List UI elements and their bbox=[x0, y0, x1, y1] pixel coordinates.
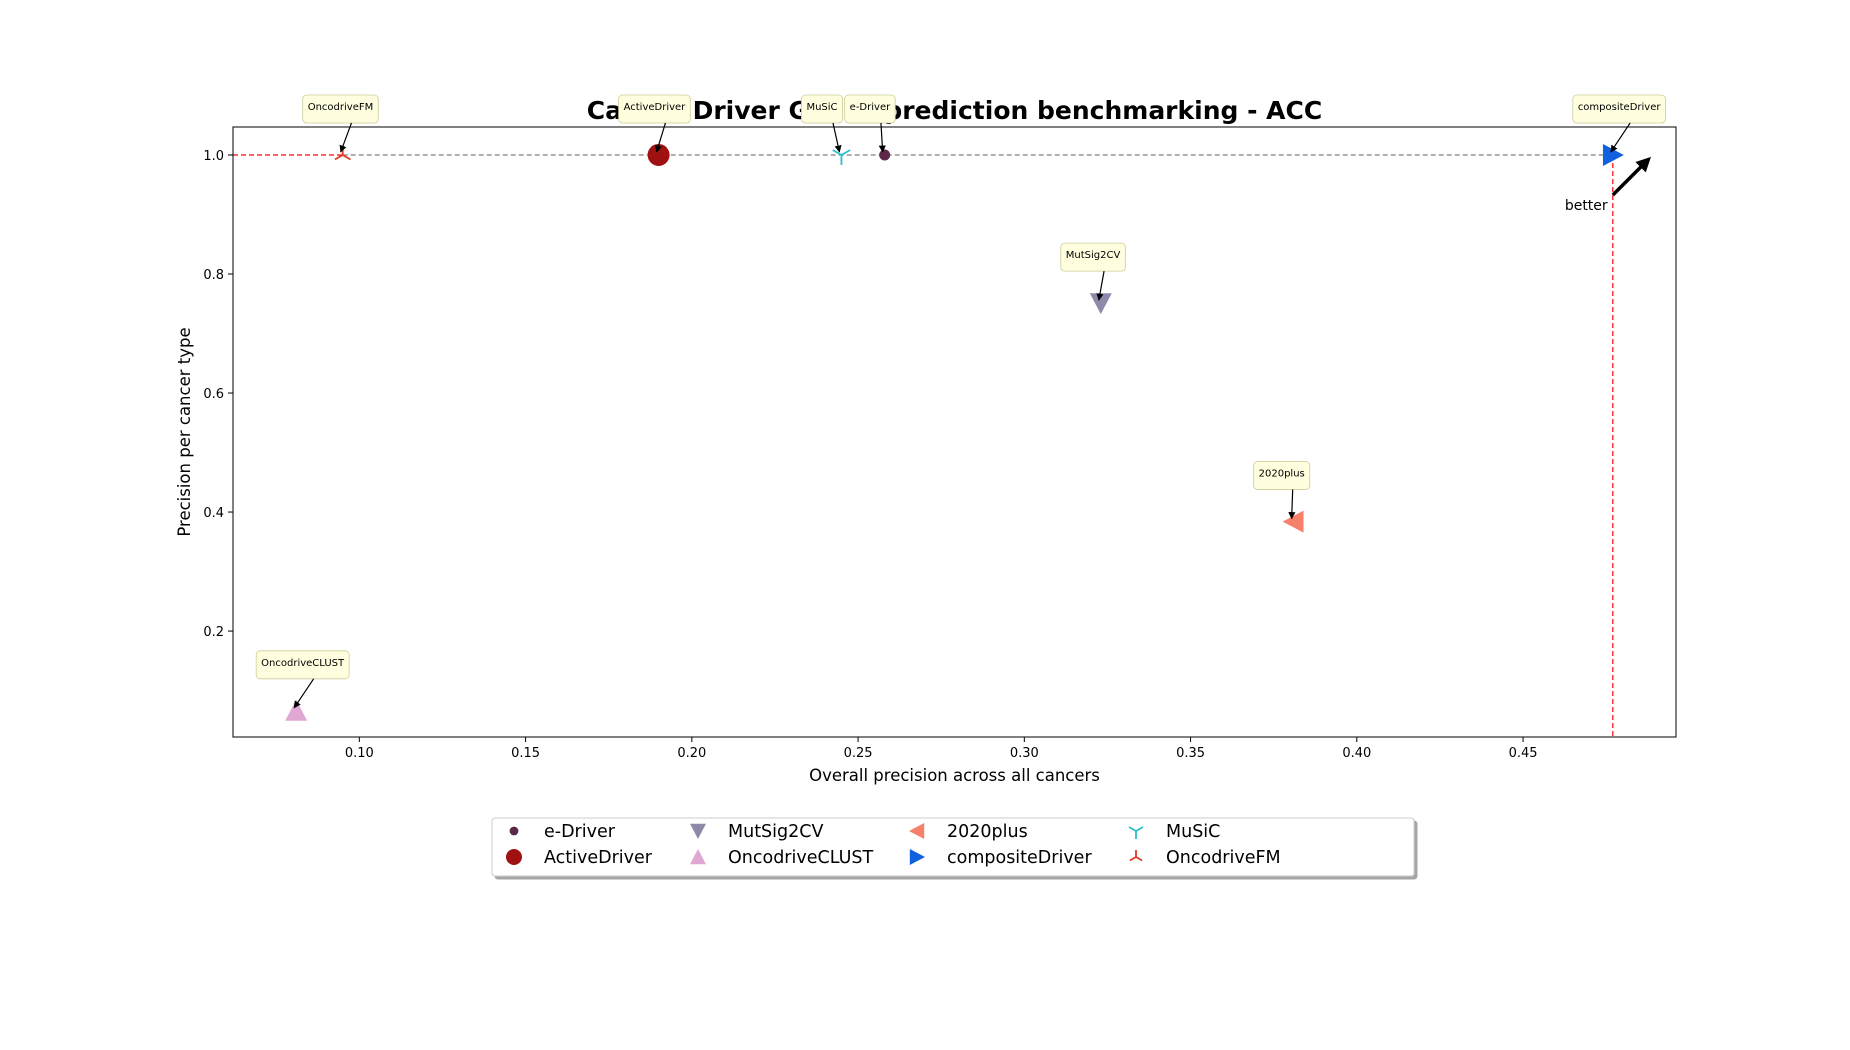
legend-item-2020plus: 2020plus bbox=[909, 822, 1028, 842]
legend-item-music: MuSiC bbox=[1128, 822, 1220, 842]
legend-item-e-driver: e-Driver bbox=[509, 822, 616, 842]
legend-marker bbox=[1128, 826, 1144, 839]
annotation-arrow bbox=[339, 122, 353, 153]
annotation-arrow bbox=[655, 122, 667, 153]
point-annotations: e-Driver ActiveDriver MutSig2CV OncodriveCL… bbox=[255, 94, 1666, 709]
data-points bbox=[285, 143, 1624, 721]
better-arrow bbox=[1611, 156, 1651, 197]
point-e-driver bbox=[879, 149, 891, 161]
annotation-label: ActiveDriver bbox=[624, 102, 687, 113]
legend: e-Driver ActiveDriver MutSig2CV OncodriveCL… bbox=[491, 817, 1415, 877]
annotation-activedriver: ActiveDriver bbox=[618, 94, 691, 153]
legend-marker bbox=[690, 823, 706, 839]
point-compositedriver bbox=[1602, 143, 1624, 166]
legend-item-oncodrivefm: OncodriveFM bbox=[1129, 848, 1281, 868]
legend-label: ActiveDriver bbox=[544, 848, 653, 868]
y-axis-label: Precision per cancer type bbox=[175, 327, 194, 536]
annotation-box bbox=[1060, 242, 1126, 272]
annotation-box bbox=[618, 94, 691, 124]
annotation-oncodriveclust: OncodriveCLUST bbox=[255, 650, 350, 709]
pareto-frontier bbox=[233, 154, 1614, 737]
x-tick-label: 0.35 bbox=[1176, 746, 1205, 761]
legend-label: 2020plus bbox=[947, 822, 1028, 842]
legend-marker bbox=[909, 823, 925, 839]
annotation-label: e-Driver bbox=[850, 102, 891, 113]
annotation-label: OncodriveFM bbox=[308, 102, 374, 113]
annotation-box bbox=[1572, 94, 1666, 124]
x-tick-label: 0.40 bbox=[1342, 746, 1371, 761]
legend-marker bbox=[909, 849, 925, 865]
x-tick-label: 0.15 bbox=[511, 746, 540, 761]
annotation-oncodrivefm: OncodriveFM bbox=[302, 94, 379, 153]
better-label: better bbox=[1565, 198, 1608, 214]
point-mutsig2cv bbox=[1089, 293, 1112, 315]
legend-marker bbox=[509, 826, 519, 836]
y-tick-label: 1.0 bbox=[203, 149, 224, 164]
legend-label: compositeDriver bbox=[947, 848, 1092, 868]
annotation-mutsig2cv: MutSig2CV bbox=[1060, 242, 1126, 301]
x-tick-label: 0.10 bbox=[345, 746, 374, 761]
annotation-box bbox=[844, 94, 896, 124]
x-axis-label: Overall precision across all cancers bbox=[809, 766, 1100, 785]
y-tick-label: 0.8 bbox=[203, 268, 224, 283]
legend-item-oncodriveclust: OncodriveCLUST bbox=[690, 848, 873, 868]
annotation-box bbox=[255, 650, 350, 680]
annotation-label: OncodriveCLUST bbox=[261, 658, 345, 669]
y-tick-label: 0.4 bbox=[203, 506, 224, 521]
annotation-label: compositeDriver bbox=[1578, 102, 1662, 113]
annotation-arrow bbox=[1096, 271, 1105, 301]
legend-marker bbox=[1129, 850, 1143, 862]
annotation-label: MutSig2CV bbox=[1066, 250, 1121, 261]
legend-label: OncodriveCLUST bbox=[728, 848, 873, 868]
annotation-arrow bbox=[832, 122, 842, 153]
annotation-box bbox=[302, 94, 379, 124]
plot-area bbox=[232, 126, 1677, 738]
x-axis: 0.10 0.15 0.20 0.25 0.30 0.35 0.40 0.45 bbox=[345, 737, 1538, 761]
better-indicator: better bbox=[1565, 156, 1651, 214]
annotation-arrow bbox=[293, 678, 315, 709]
y-tick-label: 0.2 bbox=[203, 625, 224, 640]
annotation-arrow bbox=[878, 122, 886, 153]
point-activedriver bbox=[647, 143, 670, 166]
annotation-box bbox=[801, 94, 843, 124]
legend-label: MutSig2CV bbox=[728, 822, 823, 842]
annotation-music: MuSiC bbox=[801, 94, 843, 153]
point-oncodriveclust bbox=[285, 699, 308, 721]
point-music bbox=[832, 149, 851, 165]
point-2020plus bbox=[1282, 510, 1304, 533]
annotation-label: MuSiC bbox=[806, 102, 837, 113]
legend-item-mutsig2cv: MutSig2CV bbox=[690, 822, 823, 842]
legend-label: e-Driver bbox=[544, 822, 616, 842]
annotation-e-driver: e-Driver bbox=[844, 94, 896, 153]
annotation-arrow bbox=[1610, 122, 1631, 153]
annotation-box bbox=[1253, 461, 1311, 490]
annotation-compositedriver: compositeDriver bbox=[1572, 94, 1666, 153]
legend-label: MuSiC bbox=[1166, 822, 1220, 842]
y-axis: 0.2 0.4 0.6 0.8 1.0 bbox=[203, 149, 233, 640]
legend-item-compositedriver: compositeDriver bbox=[909, 848, 1092, 868]
annotation-arrow bbox=[1288, 489, 1296, 520]
legend-label: OncodriveFM bbox=[1166, 848, 1281, 868]
chart-title: Cancer Driver Genes prediction benchmark… bbox=[587, 96, 1322, 125]
x-tick-label: 0.30 bbox=[1010, 746, 1039, 761]
y-tick-label: 0.6 bbox=[203, 387, 224, 402]
legend-marker bbox=[506, 849, 522, 865]
legend-marker bbox=[690, 849, 706, 865]
x-tick-label: 0.20 bbox=[677, 746, 706, 761]
x-tick-label: 0.45 bbox=[1509, 746, 1538, 761]
annotation-2020plus: 2020plus bbox=[1253, 461, 1311, 520]
legend-item-activedriver: ActiveDriver bbox=[506, 848, 653, 868]
legend-frame bbox=[491, 817, 1415, 877]
annotation-label: 2020plus bbox=[1259, 469, 1305, 480]
x-tick-label: 0.25 bbox=[844, 746, 873, 761]
